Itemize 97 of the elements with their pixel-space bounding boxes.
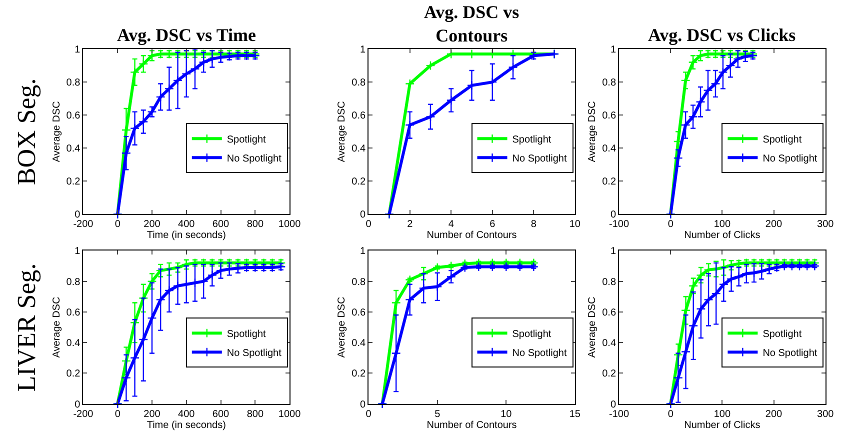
x-tick-label: 10 [569,219,581,230]
legend-label: No Spotlight [762,154,818,165]
y-tick-label: 1 [360,44,366,56]
y-tick-label: 1 [74,246,81,258]
legend-label: No Spotlight [512,154,567,165]
y-tick-label: 0.6 [602,110,616,122]
y-tick-label: 0 [360,210,366,221]
x-tick-label: 400 [178,408,196,420]
y-tick-label: 0.2 [602,176,616,188]
y-tick-label: 1 [360,246,366,258]
x-tick-label: 100 [714,219,731,230]
legend-label: Spotlight [226,134,266,146]
y-axis-title: Average DSC [51,296,62,358]
y-tick-label: 0.6 [602,307,616,318]
y-tick-label: 0.2 [352,176,366,188]
text: BOX Seg. [12,78,41,186]
y-tick-label: 1 [610,44,616,56]
legend-label: No Spotlight [512,348,567,359]
legend-label: No Spotlight [226,154,282,165]
x-tick-label: 200 [144,408,161,420]
text: LIVER Seg. [12,263,42,392]
x-axis-title: Number of Clicks [684,420,760,431]
legend-label: No Spotlight [226,348,282,359]
x-tick-label: 10 [500,408,512,420]
y-tick-label: 0 [360,399,366,410]
x-tick-label: 0 [668,219,674,230]
x-tick-label: 8 [530,219,537,230]
x-tick-label: 200 [144,219,161,230]
x-axis-title: Time (in seconds) [146,420,226,431]
legend-label: Spotlight [512,134,552,146]
x-tick-label: 300 [817,219,834,230]
x-tick-label: 600 [212,219,230,230]
x-tick-label: 0 [114,408,121,420]
y-axis-title: Average DSC [587,101,598,162]
chart-title: Avg. DSC vs Time [117,25,256,45]
y-tick-label: 1 [610,246,616,258]
x-axis-title: Number of Contours [426,230,517,242]
y-tick-label: 0.4 [352,338,366,350]
x-tick-label: 200 [765,219,783,230]
legend-label: Spotlight [762,134,802,146]
y-tick-label: 0 [74,399,81,410]
x-tick-label: 400 [178,219,196,230]
y-tick-label: 0.2 [66,176,81,188]
y-tick-label: 0.6 [352,307,366,318]
x-tick-label: 2 [407,219,414,230]
y-axis-title: Average DSC [336,101,348,162]
x-axis-title: Number of Clicks [684,230,760,242]
y-tick-label: 0 [610,210,616,221]
y-axis-title: Average DSC [587,296,598,358]
y-tick-label: 0 [610,399,616,410]
y-tick-label: 1 [74,44,81,56]
x-tick-label: 5 [434,408,441,420]
y-tick-label: 0.8 [352,78,366,89]
x-tick-label: -100 [609,219,630,230]
legend-label: No Spotlight [762,348,818,359]
x-tick-label: 600 [212,408,230,420]
x-tick-label: -200 [73,219,94,230]
y-axis-title: Average DSC [336,296,348,358]
y-tick-label: 0.4 [352,144,366,155]
x-tick-label: 15 [569,408,581,420]
legend-label: Spotlight [512,328,552,340]
x-tick-label: 0 [668,408,674,420]
y-tick-label: 0.8 [602,78,616,89]
x-tick-label: 200 [765,408,783,420]
legend-label: Spotlight [226,328,266,340]
y-tick-label: 0.8 [352,276,366,288]
y-tick-label: 0.6 [352,110,366,122]
y-tick-label: 0.8 [66,78,81,89]
y-tick-label: 0.4 [602,144,616,155]
x-tick-label: -100 [609,408,630,420]
x-tick-label: 300 [817,408,834,420]
x-tick-label: 6 [490,219,496,230]
y-tick-label: 0.2 [66,368,81,380]
x-tick-label: 800 [246,408,264,420]
x-tick-label: 0 [114,219,121,230]
y-tick-label: 0.4 [66,338,81,350]
x-tick-label: 4 [448,219,454,230]
legend-label: Spotlight [762,328,802,340]
x-tick-label: 800 [246,219,264,230]
y-tick-label: 0.4 [66,144,81,155]
y-tick-label: 0.4 [602,338,616,350]
y-axis-title: Average DSC [51,101,62,162]
y-tick-label: 0.2 [352,368,366,380]
y-tick-label: 0.6 [66,110,81,122]
chart-title: Avg. DSC vs Clicks [648,25,796,45]
x-axis-title: Number of Contours [426,420,517,431]
chart-title: Avg. DSC vs Contours [424,2,520,46]
x-axis-title: Time (in seconds) [146,230,226,242]
x-tick-label: -200 [73,408,94,420]
y-tick-label: 0.2 [602,368,616,380]
y-tick-label: 0 [74,210,81,221]
x-tick-label: 1000 [278,408,302,420]
y-tick-label: 0.8 [66,276,81,288]
x-tick-label: 1000 [278,219,302,230]
x-tick-label: 100 [714,408,731,420]
y-tick-label: 0.6 [66,307,81,318]
y-tick-label: 0.8 [602,276,616,288]
